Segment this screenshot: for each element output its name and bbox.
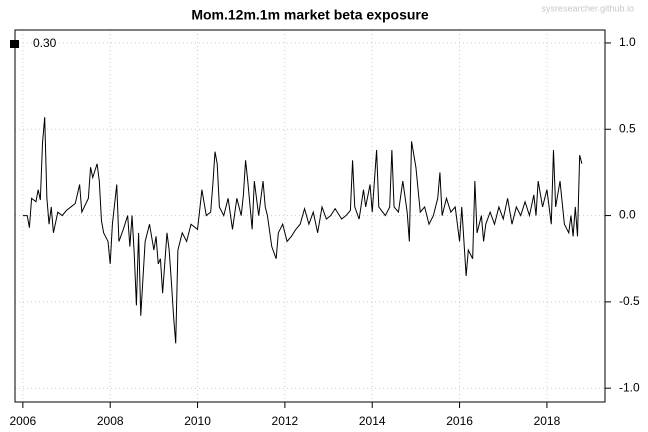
y-tick-label: 0.5 — [619, 121, 636, 135]
plot-frame — [14, 29, 606, 403]
x-tick-label: 2018 — [534, 414, 561, 428]
watermark: sysresearcher.github.io — [541, 3, 634, 13]
x-tick-label: 2008 — [97, 414, 124, 428]
x-tick-label: 2012 — [272, 414, 299, 428]
x-tick-label: 2014 — [359, 414, 386, 428]
x-tick-label: 2010 — [184, 414, 211, 428]
chart-title: Mom.12m.1m market beta exposure — [191, 7, 429, 23]
legend-label: 0.30 — [33, 36, 57, 50]
data-line — [22, 117, 583, 344]
legend-swatch — [10, 40, 19, 48]
x-tick-label: 2006 — [10, 414, 37, 428]
y-tick-label: -1.0 — [619, 380, 640, 394]
x-tick-label: 2016 — [446, 414, 473, 428]
y-tick-label: 0.0 — [619, 208, 636, 222]
y-tick-label: -0.5 — [619, 294, 640, 308]
y-tick-label: 1.0 — [619, 35, 636, 49]
